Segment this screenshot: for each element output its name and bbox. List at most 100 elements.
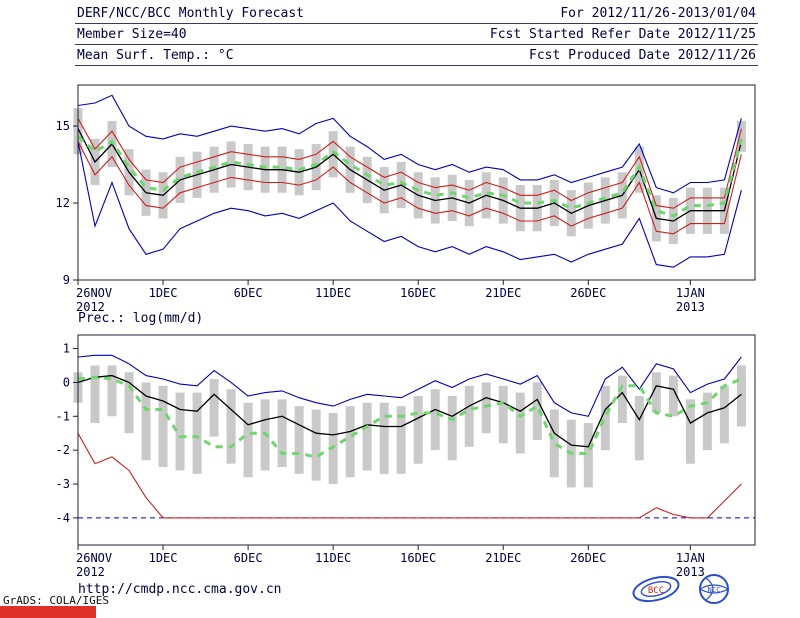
- x-tick-label: 16DEC: [400, 286, 436, 300]
- ensemble-spread-bar: [668, 375, 678, 417]
- x-tick-year: 2012: [76, 300, 105, 314]
- ensemble-spread-bar: [634, 395, 644, 461]
- ensemble-spread-bar: [209, 379, 219, 437]
- bcc-logo: BCC: [632, 575, 680, 603]
- forecast-range: For 2012/11/26-2013/01/04: [560, 6, 756, 21]
- x-tick-label: 26DEC: [570, 551, 606, 565]
- y-tick-label: -3: [56, 477, 70, 491]
- x-tick-year: 2013: [676, 300, 705, 314]
- y-tick-label: 1: [63, 342, 70, 356]
- x-tick-label: 1DEC: [149, 551, 178, 565]
- ensemble-spread-bar: [719, 385, 729, 444]
- y-tick-label: -1: [56, 409, 70, 423]
- ensemble-spread-bar: [481, 382, 491, 434]
- header-row-3: Mean Surf. Temp.: °C Fcst Produced Date …: [75, 45, 758, 66]
- x-tick-label: 26NOV: [76, 286, 112, 300]
- ensemble-spread-bar: [498, 385, 508, 444]
- ensemble-spread-bar: [192, 392, 202, 474]
- precip-panel-label: Prec.: log(mm/d): [78, 311, 204, 326]
- header-row-1: DERF/NCC/BCC Monthly Forecast For 2012/1…: [75, 3, 758, 24]
- header-row-2: Member Size=40 Fcst Started Refer Date 2…: [75, 24, 758, 45]
- y-tick-label: -4: [56, 511, 70, 525]
- ensemble-min-line: [77, 141, 742, 268]
- ensemble-mean-line: [77, 374, 742, 448]
- grads-red-bar: [0, 606, 96, 618]
- ensemble-spread-bar: [107, 365, 117, 417]
- ensemble-spread-bar: [464, 385, 474, 447]
- ensemble-spread-bar: [345, 406, 355, 478]
- ensemble-spread-bar: [447, 395, 457, 461]
- x-tick-label: 1JAN: [676, 286, 705, 300]
- ensemble-spread-bar: [736, 120, 746, 152]
- grads-credit: GrADS: COLA/IGES: [3, 594, 109, 607]
- ensemble-spread-bar: [175, 392, 185, 471]
- x-tick-label: 11DEC: [315, 286, 351, 300]
- fcst-start-date: Fcst Started Refer Date 2012/11/25: [489, 27, 756, 42]
- ensemble-spread-bar: [277, 399, 287, 468]
- plot-frame: [77, 334, 756, 546]
- y-tick-label: 15: [56, 119, 70, 133]
- x-tick-label: 21DEC: [485, 286, 521, 300]
- ensemble-spread-bar: [362, 402, 372, 471]
- ensemble-spread-bar: [243, 402, 253, 478]
- plot-frame: [77, 84, 756, 281]
- ensemble-spread-bar: [515, 392, 525, 454]
- x-tick-label: 26DEC: [570, 286, 606, 300]
- ensemble-spread-bar: [90, 365, 100, 424]
- ensemble-spread-bar: [736, 365, 746, 427]
- ensemble-spread-bar: [396, 406, 406, 474]
- x-tick-label: 6DEC: [234, 551, 263, 565]
- y-tick-label: 9: [63, 273, 70, 287]
- x-tick-label: 26NOV: [76, 551, 112, 565]
- ensemble-spread-bar: [600, 385, 610, 451]
- x-tick-label: 1JAN: [676, 551, 705, 565]
- x-tick-label: 11DEC: [315, 551, 351, 565]
- member-size: Member Size=40: [77, 27, 187, 42]
- fcst-produced-date: Fcst Produced Date 2012/11/26: [529, 48, 756, 63]
- ensemble-spread-bar: [294, 406, 304, 474]
- ensemble-spread-bar: [549, 409, 559, 478]
- ensemble-mean-line: [77, 128, 743, 222]
- y-tick-label: -2: [56, 443, 70, 457]
- ensemble-spread-bar: [226, 389, 236, 464]
- ensemble-spread-bar: [651, 372, 661, 413]
- header: DERF/NCC/BCC Monthly Forecast For 2012/1…: [75, 3, 758, 66]
- x-tick-label: 16DEC: [400, 551, 436, 565]
- ensemble-spread-bar: [702, 392, 712, 451]
- logo-group: BCC NCC: [630, 572, 734, 606]
- variable-label: Mean Surf. Temp.: °C: [77, 48, 234, 63]
- upper-quartile-line: [77, 118, 742, 209]
- ensemble-max-line: [77, 354, 742, 417]
- lower-quartile-line: [77, 141, 742, 235]
- bcc-logo-text: BCC: [648, 586, 664, 596]
- x-tick-label: 1DEC: [149, 286, 178, 300]
- ensemble-spread-bar: [617, 375, 627, 424]
- ensemble-spread-bar: [413, 395, 423, 464]
- x-tick-year: 2013: [676, 565, 705, 579]
- y-tick-label: 12: [56, 196, 70, 210]
- x-tick-label: 6DEC: [234, 286, 263, 300]
- x-tick-year: 2012: [76, 565, 105, 579]
- source-url: http://cmdp.ncc.cma.gov.cn: [78, 582, 282, 597]
- y-tick-label: 0: [63, 375, 70, 389]
- ensemble-spread-bar: [141, 382, 151, 461]
- ensemble-spread-bar: [583, 423, 593, 488]
- ensemble-min-line: [77, 432, 742, 519]
- climatology-line: [77, 375, 742, 459]
- page-title: DERF/NCC/BCC Monthly Forecast: [77, 6, 304, 21]
- ensemble-spread-bar: [311, 409, 321, 481]
- ensemble-spread-bar: [379, 402, 389, 474]
- ensemble-max-line: [77, 94, 742, 194]
- ensemble-spread-bar: [685, 399, 695, 464]
- ensemble-spread-bar: [532, 382, 542, 440]
- ncc-logo-text: NCC: [708, 586, 721, 594]
- ensemble-spread-bar: [158, 385, 168, 468]
- climatology-line: [76, 135, 743, 218]
- x-tick-label: 21DEC: [485, 551, 521, 565]
- ensemble-spread-bar: [124, 372, 134, 434]
- ncc-cma-logo: NCC: [699, 574, 729, 604]
